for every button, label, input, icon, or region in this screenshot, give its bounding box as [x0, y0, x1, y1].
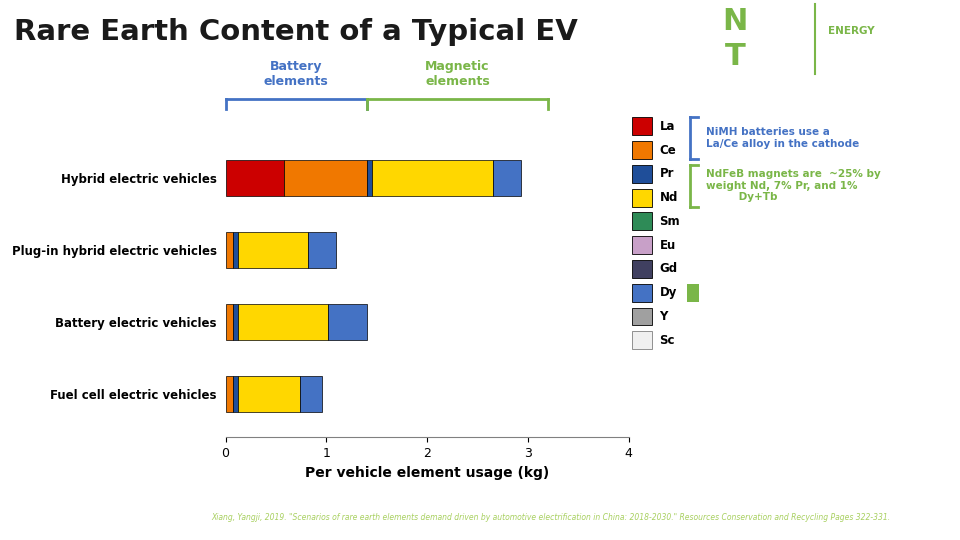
Text: L: L: [771, 42, 790, 71]
Bar: [632, 308, 652, 325]
Text: NiMH batteries use a
La/Ce alloy in the cathode: NiMH batteries use a La/Ce alloy in the …: [706, 127, 859, 149]
Text: Sm: Sm: [660, 215, 680, 228]
Text: Eu: Eu: [660, 239, 676, 252]
Bar: [232, 232, 238, 268]
Bar: [232, 304, 238, 340]
Bar: [238, 232, 308, 268]
Bar: [226, 232, 232, 268]
Text: ENERGY: ENERGY: [828, 26, 875, 36]
Bar: [238, 304, 328, 340]
X-axis label: Per vehicle element usage (kg): Per vehicle element usage (kg): [305, 465, 549, 480]
Text: NdFeB magnets are  ~25% by
weight Nd, 7% Pr, and 1%
         Dy+Tb: NdFeB magnets are ~25% by weight Nd, 7% …: [706, 169, 880, 202]
Bar: [308, 232, 337, 268]
Text: Nd: Nd: [660, 191, 678, 204]
Bar: [632, 237, 652, 254]
Bar: [284, 160, 367, 196]
Bar: [632, 165, 652, 183]
Bar: [300, 376, 323, 412]
Bar: [226, 304, 232, 340]
Bar: [367, 160, 372, 196]
Text: Rare earth content of a typical EV is dominated by the magnetic components: Rare earth content of a typical EV is do…: [53, 463, 869, 482]
Text: Y: Y: [660, 310, 668, 323]
Bar: [632, 141, 652, 159]
Text: Gd: Gd: [660, 262, 678, 275]
Text: Pr: Pr: [660, 167, 674, 180]
Text: Dy: Dy: [660, 286, 677, 299]
Bar: [328, 304, 367, 340]
Text: N: N: [723, 8, 748, 36]
Text: Rare Earth Content of a Typical EV: Rare Earth Content of a Typical EV: [14, 18, 578, 45]
Bar: [632, 284, 652, 301]
Text: Ce: Ce: [660, 144, 676, 157]
Bar: [232, 376, 238, 412]
Text: Magnetic
elements: Magnetic elements: [425, 60, 490, 88]
Text: 8: 8: [905, 509, 919, 526]
Text: LABORATORY: LABORATORY: [828, 61, 905, 71]
Text: Sc: Sc: [660, 334, 675, 347]
Text: U.S. DEPARTMENT OF: U.S. DEPARTMENT OF: [0, 511, 54, 516]
Bar: [238, 376, 300, 412]
Bar: [632, 332, 652, 349]
Bar: [492, 160, 521, 196]
Bar: [632, 117, 652, 135]
Bar: [632, 260, 652, 278]
Bar: [226, 160, 284, 196]
Text: Battery
elements: Battery elements: [264, 60, 328, 88]
Text: T: T: [725, 42, 746, 71]
Bar: [226, 376, 232, 412]
Text: La: La: [660, 120, 675, 133]
Text: ENERGY: ENERGY: [2, 521, 46, 531]
Bar: [372, 160, 492, 196]
Bar: [632, 189, 652, 206]
Text: NATIONAL: NATIONAL: [828, 9, 887, 19]
Text: TECHNOLOGY: TECHNOLOGY: [828, 44, 906, 53]
Bar: [632, 212, 652, 230]
Text: Xiang, Yangji, 2019. "Scenarios of rare earth elements demand driven by automoti: Xiang, Yangji, 2019. "Scenarios of rare …: [211, 513, 890, 522]
Bar: [687, 284, 700, 301]
Text: E: E: [770, 8, 791, 36]
